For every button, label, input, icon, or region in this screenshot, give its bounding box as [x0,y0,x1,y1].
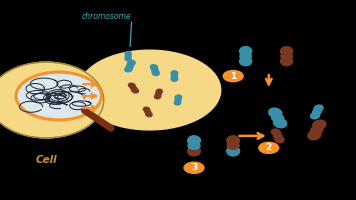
Ellipse shape [0,62,104,138]
Ellipse shape [308,130,321,140]
Ellipse shape [156,89,162,94]
Circle shape [16,72,101,120]
Circle shape [126,64,134,68]
Circle shape [272,115,284,121]
Ellipse shape [146,112,152,117]
Ellipse shape [310,112,320,119]
Ellipse shape [78,50,221,130]
Circle shape [156,92,161,96]
Ellipse shape [269,108,282,118]
Ellipse shape [314,105,323,112]
Ellipse shape [129,83,135,88]
Text: 2: 2 [266,143,272,152]
Ellipse shape [240,47,252,56]
Circle shape [281,53,292,59]
Ellipse shape [271,129,281,136]
Ellipse shape [150,65,157,70]
Ellipse shape [125,66,132,72]
Ellipse shape [175,95,182,100]
Ellipse shape [281,57,293,66]
Circle shape [125,55,131,58]
Ellipse shape [125,56,131,61]
Ellipse shape [227,146,240,156]
Circle shape [130,86,137,90]
Ellipse shape [127,60,135,66]
Ellipse shape [171,76,178,81]
Ellipse shape [125,51,131,56]
Circle shape [259,142,279,153]
Text: 1: 1 [230,72,236,81]
Ellipse shape [275,136,284,143]
Ellipse shape [227,136,240,145]
Circle shape [313,110,321,114]
Circle shape [184,162,204,173]
Ellipse shape [281,47,293,56]
Circle shape [152,68,158,72]
Text: chromosome: chromosome [82,12,131,21]
Text: 3: 3 [191,163,197,172]
Ellipse shape [143,107,150,112]
Circle shape [188,142,200,149]
Circle shape [171,74,178,78]
Ellipse shape [313,120,326,130]
Circle shape [175,98,181,102]
Circle shape [311,127,323,133]
Ellipse shape [155,94,161,99]
Circle shape [273,134,282,138]
Circle shape [223,70,243,82]
Ellipse shape [132,88,138,93]
Circle shape [240,53,251,59]
Circle shape [145,110,151,114]
Circle shape [227,142,239,149]
Ellipse shape [152,70,159,76]
Ellipse shape [188,136,200,145]
Ellipse shape [174,100,181,105]
Ellipse shape [273,118,287,128]
Ellipse shape [171,71,178,76]
Text: Cell: Cell [36,155,57,165]
Ellipse shape [240,57,252,66]
Ellipse shape [188,146,200,156]
